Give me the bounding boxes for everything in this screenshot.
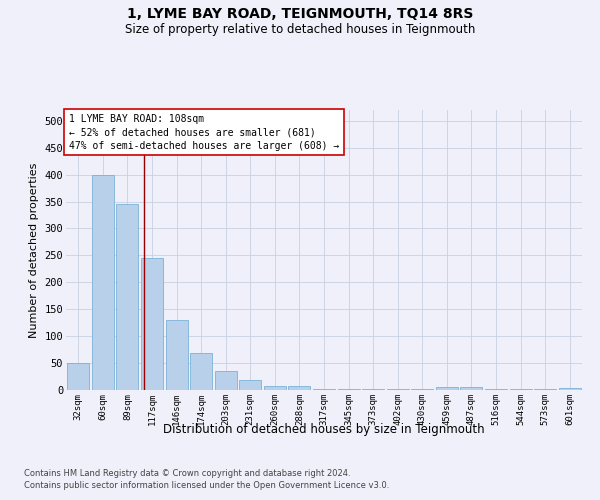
Bar <box>289 386 310 390</box>
Bar <box>485 389 507 390</box>
Bar <box>534 389 556 390</box>
Text: 1, LYME BAY ROAD, TEIGNMOUTH, TQ14 8RS: 1, LYME BAY ROAD, TEIGNMOUTH, TQ14 8RS <box>127 8 473 22</box>
Bar <box>436 388 458 390</box>
Text: Size of property relative to detached houses in Teignmouth: Size of property relative to detached ho… <box>125 22 475 36</box>
Bar <box>509 389 532 390</box>
Bar <box>215 371 237 390</box>
Bar <box>338 389 359 390</box>
Bar <box>460 388 482 390</box>
Bar <box>166 320 188 390</box>
Bar <box>313 389 335 390</box>
Text: Contains public sector information licensed under the Open Government Licence v3: Contains public sector information licen… <box>24 481 389 490</box>
Bar <box>264 386 286 390</box>
Bar <box>411 389 433 390</box>
Bar <box>141 258 163 390</box>
Text: Contains HM Land Registry data © Crown copyright and database right 2024.: Contains HM Land Registry data © Crown c… <box>24 468 350 477</box>
Bar <box>559 388 581 390</box>
Bar <box>92 174 114 390</box>
Bar <box>239 380 262 390</box>
Bar <box>67 363 89 390</box>
Bar <box>362 389 384 390</box>
Y-axis label: Number of detached properties: Number of detached properties <box>29 162 39 338</box>
Bar <box>190 354 212 390</box>
Bar <box>116 204 139 390</box>
Bar <box>386 389 409 390</box>
Text: 1 LYME BAY ROAD: 108sqm
← 52% of detached houses are smaller (681)
47% of semi-d: 1 LYME BAY ROAD: 108sqm ← 52% of detache… <box>68 114 339 150</box>
Text: Distribution of detached houses by size in Teignmouth: Distribution of detached houses by size … <box>163 422 485 436</box>
